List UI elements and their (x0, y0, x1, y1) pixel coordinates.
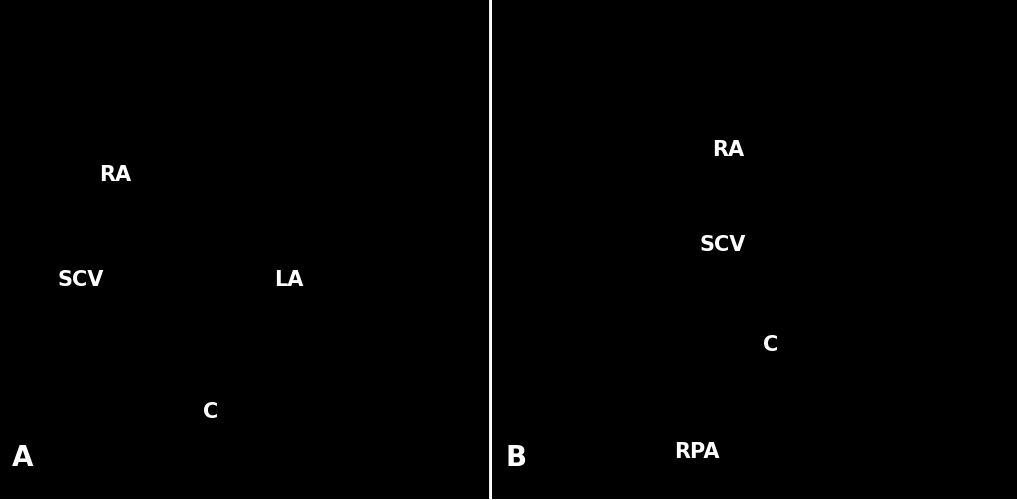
Text: RA: RA (99, 165, 131, 185)
Text: RPA: RPA (674, 442, 719, 462)
Text: SCV: SCV (58, 270, 104, 290)
Text: A: A (12, 444, 34, 472)
Text: C: C (763, 335, 778, 355)
Text: RA: RA (712, 140, 744, 160)
Text: SCV: SCV (700, 235, 746, 255)
Text: B: B (505, 444, 526, 472)
Text: C: C (203, 402, 219, 422)
Text: LA: LA (275, 270, 304, 290)
